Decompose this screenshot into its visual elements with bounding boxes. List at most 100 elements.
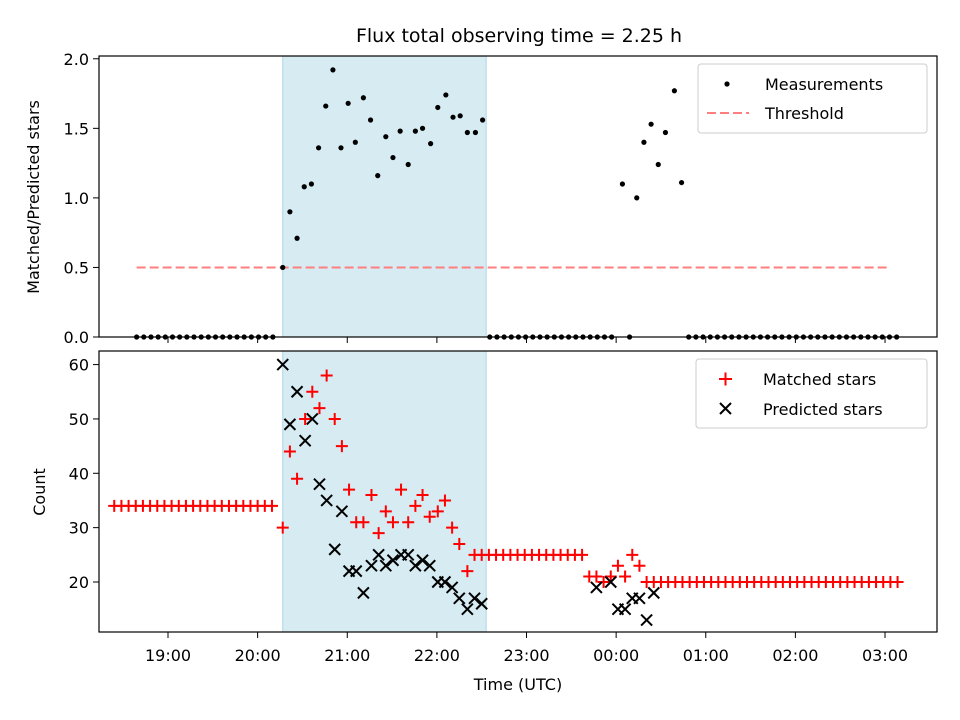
count-y-tick-label: 20 bbox=[69, 573, 89, 592]
time-x-tick-label: 19:00 bbox=[145, 646, 191, 665]
count-points bbox=[108, 358, 904, 627]
matched-star-point bbox=[590, 570, 603, 583]
measurement-point bbox=[655, 161, 661, 168]
matched-star-point bbox=[453, 537, 466, 550]
measurement-point bbox=[450, 114, 456, 120]
measurement-point bbox=[360, 95, 366, 101]
predicted-star-point bbox=[461, 602, 474, 616]
measurement-point bbox=[383, 134, 389, 140]
count-panel-frame bbox=[98, 350, 938, 633]
time-x-tick-label: 02:00 bbox=[772, 646, 818, 665]
matched-star-point bbox=[276, 521, 289, 534]
measurement-point bbox=[405, 161, 411, 168]
matched-star-point bbox=[343, 483, 356, 496]
legend-marker-measurements bbox=[724, 81, 730, 87]
ratio-y-axis-label: Matched/Predicted stars bbox=[24, 100, 43, 294]
count-legend-box bbox=[695, 358, 928, 429]
matched-star-point bbox=[891, 575, 904, 588]
time-x-axis-label: Time (UTC) bbox=[473, 675, 562, 694]
measurement-point bbox=[648, 121, 654, 127]
predicted-star-point bbox=[468, 592, 481, 605]
time-x-tick-label: 22:00 bbox=[414, 646, 460, 665]
matched-star-point bbox=[395, 483, 408, 496]
predicted-star-point bbox=[604, 575, 617, 589]
time-x-tick-label: 01:00 bbox=[683, 646, 729, 665]
legend-label-threshold: Threshold bbox=[764, 104, 844, 123]
measurement-point bbox=[457, 113, 463, 119]
measurement-point bbox=[345, 100, 351, 106]
time-x-tick-label: 23:00 bbox=[503, 646, 549, 665]
predicted-star-point bbox=[335, 505, 349, 518]
predicted-star-point bbox=[320, 494, 333, 507]
ratio-y-tick-label: 1.5 bbox=[64, 119, 89, 138]
measurement-point bbox=[428, 141, 434, 147]
ratio-y-tick-label: 0.5 bbox=[64, 258, 89, 277]
measurement-point bbox=[464, 129, 470, 136]
ratio-y-tick-label: 0.0 bbox=[64, 328, 89, 347]
measurement-point bbox=[375, 173, 381, 179]
matched-star-point bbox=[365, 489, 378, 502]
ratio-x-ticks bbox=[167, 337, 886, 343]
measurement-point bbox=[472, 129, 479, 136]
measurement-point bbox=[435, 104, 441, 111]
matched-star-point bbox=[335, 440, 348, 453]
predicted-star-point bbox=[290, 385, 304, 398]
matched-star-point bbox=[416, 489, 429, 502]
time-x-tick-label: 00:00 bbox=[593, 646, 639, 665]
predicted-star-point bbox=[409, 559, 422, 572]
measurement-point bbox=[352, 139, 358, 145]
measurement-point bbox=[678, 179, 685, 186]
count-y-tick-label: 30 bbox=[69, 519, 89, 538]
matched-star-point bbox=[619, 570, 632, 583]
legend-marker-matched bbox=[719, 372, 732, 386]
observing-span-bottom bbox=[282, 350, 487, 633]
ratio-legend: Measurements Threshold bbox=[697, 63, 928, 134]
matched-star-point bbox=[313, 402, 326, 415]
measurement-point bbox=[330, 67, 336, 73]
measurement-point bbox=[619, 181, 626, 187]
predicted-star-point bbox=[633, 592, 646, 605]
predicted-star-point bbox=[453, 592, 466, 605]
predicted-star-point bbox=[475, 597, 488, 610]
measurement-point bbox=[308, 181, 315, 187]
matched-star-point bbox=[291, 472, 304, 485]
predicted-star-point bbox=[276, 358, 289, 371]
matched-star-point bbox=[379, 505, 392, 518]
matched-star-point bbox=[328, 412, 341, 425]
matched-star-point bbox=[320, 369, 333, 382]
measurement-point bbox=[662, 129, 669, 136]
ratio-y-tick-label: 2.0 bbox=[64, 50, 89, 69]
ratio-y-tick-label: 1.0 bbox=[64, 189, 89, 208]
matched-star-point bbox=[386, 516, 399, 529]
legend-label-measurements: Measurements bbox=[765, 75, 883, 94]
measurement-point bbox=[671, 88, 677, 94]
predicted-star-point bbox=[590, 581, 603, 594]
count-y-tick-label: 50 bbox=[69, 410, 89, 429]
count-y-tick-label: 60 bbox=[69, 356, 89, 375]
chart-title: Flux total observing time = 2.25 h bbox=[356, 25, 682, 47]
count-y-axis-label: Count bbox=[30, 468, 49, 516]
predicted-star-point bbox=[445, 581, 459, 594]
measurement-point bbox=[294, 235, 300, 241]
ratio-panel-frame bbox=[98, 55, 938, 338]
predicted-star-point bbox=[647, 586, 660, 600]
measurement-point bbox=[634, 195, 640, 201]
measurement-point bbox=[479, 117, 486, 123]
measurement-point bbox=[323, 103, 329, 109]
predicted-star-point bbox=[328, 543, 341, 556]
predicted-star-point bbox=[640, 613, 653, 627]
legend-label-matched: Matched stars bbox=[763, 370, 876, 389]
predicted-star-point bbox=[313, 477, 326, 491]
predicted-star-point bbox=[618, 602, 632, 616]
count-y-axis: 20 30 40 50 60 bbox=[69, 356, 99, 592]
time-x-tick-label: 20:00 bbox=[235, 646, 281, 665]
measurement-point bbox=[419, 125, 426, 131]
predicted-star-point bbox=[438, 575, 452, 589]
predicted-star-point bbox=[416, 554, 429, 567]
ratio-legend-box bbox=[697, 63, 928, 134]
measurement-point bbox=[443, 92, 449, 98]
measurement-point bbox=[280, 264, 286, 271]
matched-star-point bbox=[461, 565, 474, 578]
measurement-point bbox=[390, 154, 396, 161]
matched-star-point bbox=[576, 548, 589, 561]
